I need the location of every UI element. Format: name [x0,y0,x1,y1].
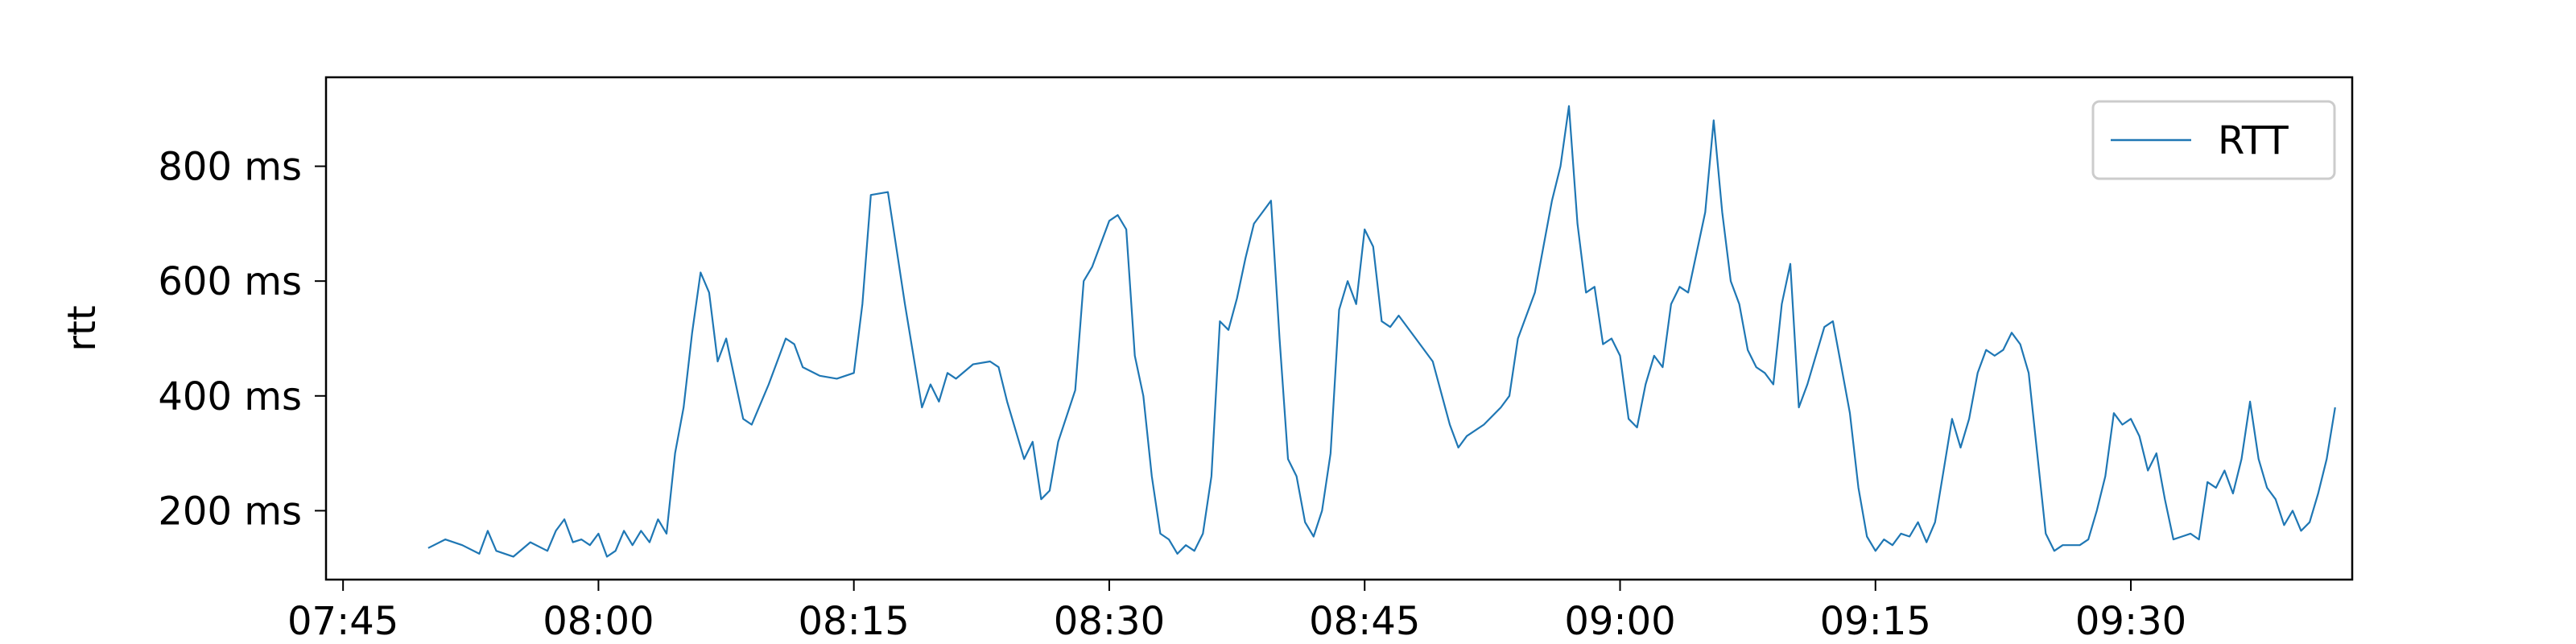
plot-frame [324,76,2354,581]
series-line-rtt [427,105,2336,558]
y-tick-label: 400 ms [158,374,302,419]
x-tick-label: 09:00 [1564,599,1675,644]
x-tick-label: 08:15 [799,599,910,644]
x-tick-label: 08:45 [1309,599,1420,644]
y-axis-label: rtt [60,305,105,351]
x-tick-label: 09:15 [1820,599,1931,644]
y-tick-label: 200 ms [158,489,302,534]
x-tick-label: 09:30 [2075,599,2186,644]
y-axis: 200 ms 400 ms 600 ms 800 ms [158,145,326,534]
x-tick-label: 08:30 [1054,599,1165,644]
legend: RTT [2091,100,2336,180]
x-tick-label: 07:45 [287,599,398,644]
legend-box [2091,100,2336,180]
y-tick-label: 800 ms [158,145,302,190]
x-tick-label: 08:00 [543,599,654,644]
y-tick-label: 600 ms [158,259,302,304]
plot-layer [427,105,2336,558]
legend-label-rtt: RTT [2218,118,2289,163]
x-axis: 07:45 08:00 08:15 08:30 08:45 09:00 09:15 09:30 [287,580,2186,644]
